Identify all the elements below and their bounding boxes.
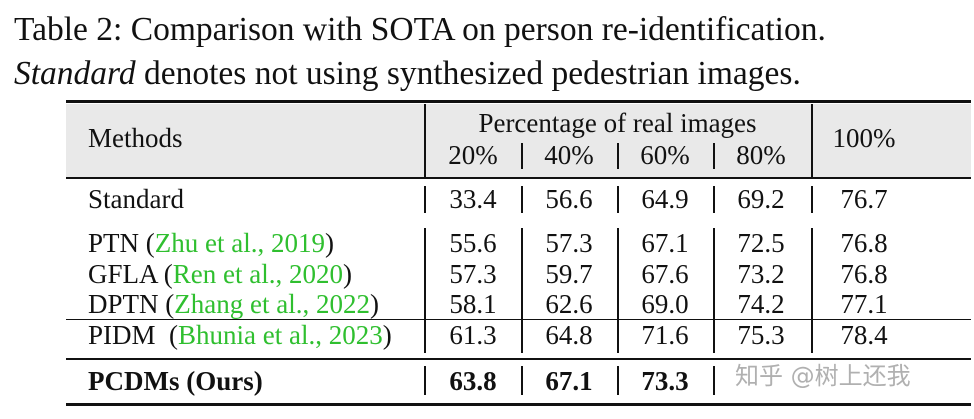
- cell-value: 76.7: [840, 184, 888, 214]
- header-separator-last: [811, 104, 813, 177]
- cell-value: 73.2: [737, 259, 785, 289]
- cell-value: 67.1: [641, 228, 689, 258]
- cell-value: 78.4: [840, 320, 888, 350]
- citation-close: ): [382, 320, 392, 350]
- top-rule: [66, 100, 971, 103]
- citation-close: ): [343, 259, 352, 289]
- cell-value: 57.3: [545, 228, 593, 258]
- citation-year-link[interactable]: 2023: [328, 320, 383, 350]
- cell-value: 61.3: [449, 320, 497, 350]
- cell-value: 59.7: [545, 259, 593, 289]
- cell-value: 55.6: [449, 228, 497, 258]
- row-method: DPTN (Zhang et al., 2022): [88, 289, 379, 319]
- standard-rule: [66, 319, 971, 321]
- row-method: GFLA (Ren et al., 2020): [88, 259, 352, 289]
- citation-open: (: [145, 228, 155, 258]
- header-col-60: 60%: [640, 140, 690, 170]
- standard-separator-4: [811, 186, 813, 213]
- citation-author-link[interactable]: Bhunia et al.,: [178, 320, 329, 350]
- citation-year-link[interactable]: 2020: [289, 259, 343, 289]
- cell-value-best: 63.8: [449, 366, 497, 396]
- cell-value: 58.1: [449, 289, 497, 319]
- row-method-ours: PCDMs (Ours): [88, 366, 263, 396]
- header-col-100: 100%: [832, 123, 896, 153]
- method-name: PTN: [88, 228, 140, 258]
- rows-separator-3: [713, 228, 715, 353]
- standard-separator-3: [713, 186, 715, 213]
- ours-separator-2: [617, 366, 619, 395]
- header-separator-methods: [424, 104, 426, 177]
- cell-value: 75.3: [737, 320, 785, 350]
- standard-separator-1: [521, 186, 523, 213]
- header-col-40: 40%: [544, 140, 594, 170]
- ours-separator-1: [521, 366, 523, 395]
- caption-line-2: Standard denotes not using synthesized p…: [14, 52, 969, 96]
- header-background: [66, 104, 971, 177]
- cell-value-best: 67.1: [545, 366, 593, 396]
- header-methods: Methods: [88, 123, 183, 153]
- header-col-20: 20%: [448, 140, 498, 170]
- cell-value: 56.6: [545, 184, 593, 214]
- row-method-standard: Standard: [88, 184, 184, 214]
- header-separator-2: [617, 143, 619, 169]
- cell-value: 72.5: [737, 228, 785, 258]
- rows-separator-1: [521, 228, 523, 353]
- caption-line-2-rest: denotes not using synthesized pedestrian…: [135, 55, 801, 92]
- cell-value: 77.1: [840, 289, 888, 319]
- comparison-table: Methods Percentage of real images 20% 40…: [66, 100, 971, 410]
- cell-value: 67.6: [641, 259, 689, 289]
- header-separator-1: [521, 143, 523, 169]
- table-caption: Table 2: Comparison with SOTA on person …: [14, 8, 969, 96]
- citation-open: (: [165, 289, 175, 319]
- cell-value: 76.8: [840, 228, 888, 258]
- citation-year-link[interactable]: 2019: [270, 228, 325, 258]
- bottom-rule: [66, 403, 971, 406]
- ours-separator-0: [424, 366, 426, 395]
- cell-value: 76.8: [840, 259, 888, 289]
- header-group-label: Percentage of real images: [478, 108, 757, 138]
- cell-value: 74.2: [737, 289, 785, 319]
- caption-italic-standard: Standard: [14, 55, 136, 92]
- citation-author-link[interactable]: Ren et al.,: [172, 259, 289, 289]
- method-name: PIDM: [88, 320, 156, 350]
- cell-value: 64.9: [641, 184, 689, 214]
- rows-separator-0: [424, 228, 426, 353]
- cell-value: 33.4: [449, 184, 497, 214]
- citation-close: ): [369, 289, 379, 319]
- rows-separator-2: [617, 228, 619, 353]
- header-col-80: 80%: [736, 140, 786, 170]
- rows-separator-4: [811, 228, 813, 353]
- ours-rule: [66, 358, 971, 360]
- cell-value: 69.0: [641, 289, 689, 319]
- method-name: GFLA: [88, 259, 158, 289]
- citation-open: (: [163, 259, 173, 289]
- cell-value: 69.2: [737, 184, 785, 214]
- ours-separator-3: [713, 366, 715, 395]
- method-name: DPTN: [88, 289, 159, 319]
- caption-line-1: Table 2: Comparison with SOTA on person …: [14, 11, 826, 48]
- cell-value: 57.3: [449, 259, 497, 289]
- cell-value-best: 73.3: [641, 366, 689, 396]
- row-method: PIDM (Bhunia et al., 2023): [88, 320, 392, 350]
- standard-separator-0: [424, 186, 426, 213]
- cell-value: 71.6: [641, 320, 689, 350]
- citation-close: ): [324, 228, 334, 258]
- citation-author-link[interactable]: Zhu et al.,: [154, 228, 271, 258]
- citation-year-link[interactable]: 2022: [315, 289, 370, 319]
- row-method: PTN (Zhu et al., 2019): [88, 228, 334, 258]
- watermark: 知乎 @树上还我: [735, 362, 911, 390]
- citation-author-link[interactable]: Zhang et al.,: [174, 289, 316, 319]
- standard-separator-2: [617, 186, 619, 213]
- cell-value: 62.6: [545, 289, 593, 319]
- header-separator-3: [713, 143, 715, 169]
- header-rule: [66, 177, 971, 179]
- citation-open: (: [169, 320, 179, 350]
- cell-value: 64.8: [545, 320, 593, 350]
